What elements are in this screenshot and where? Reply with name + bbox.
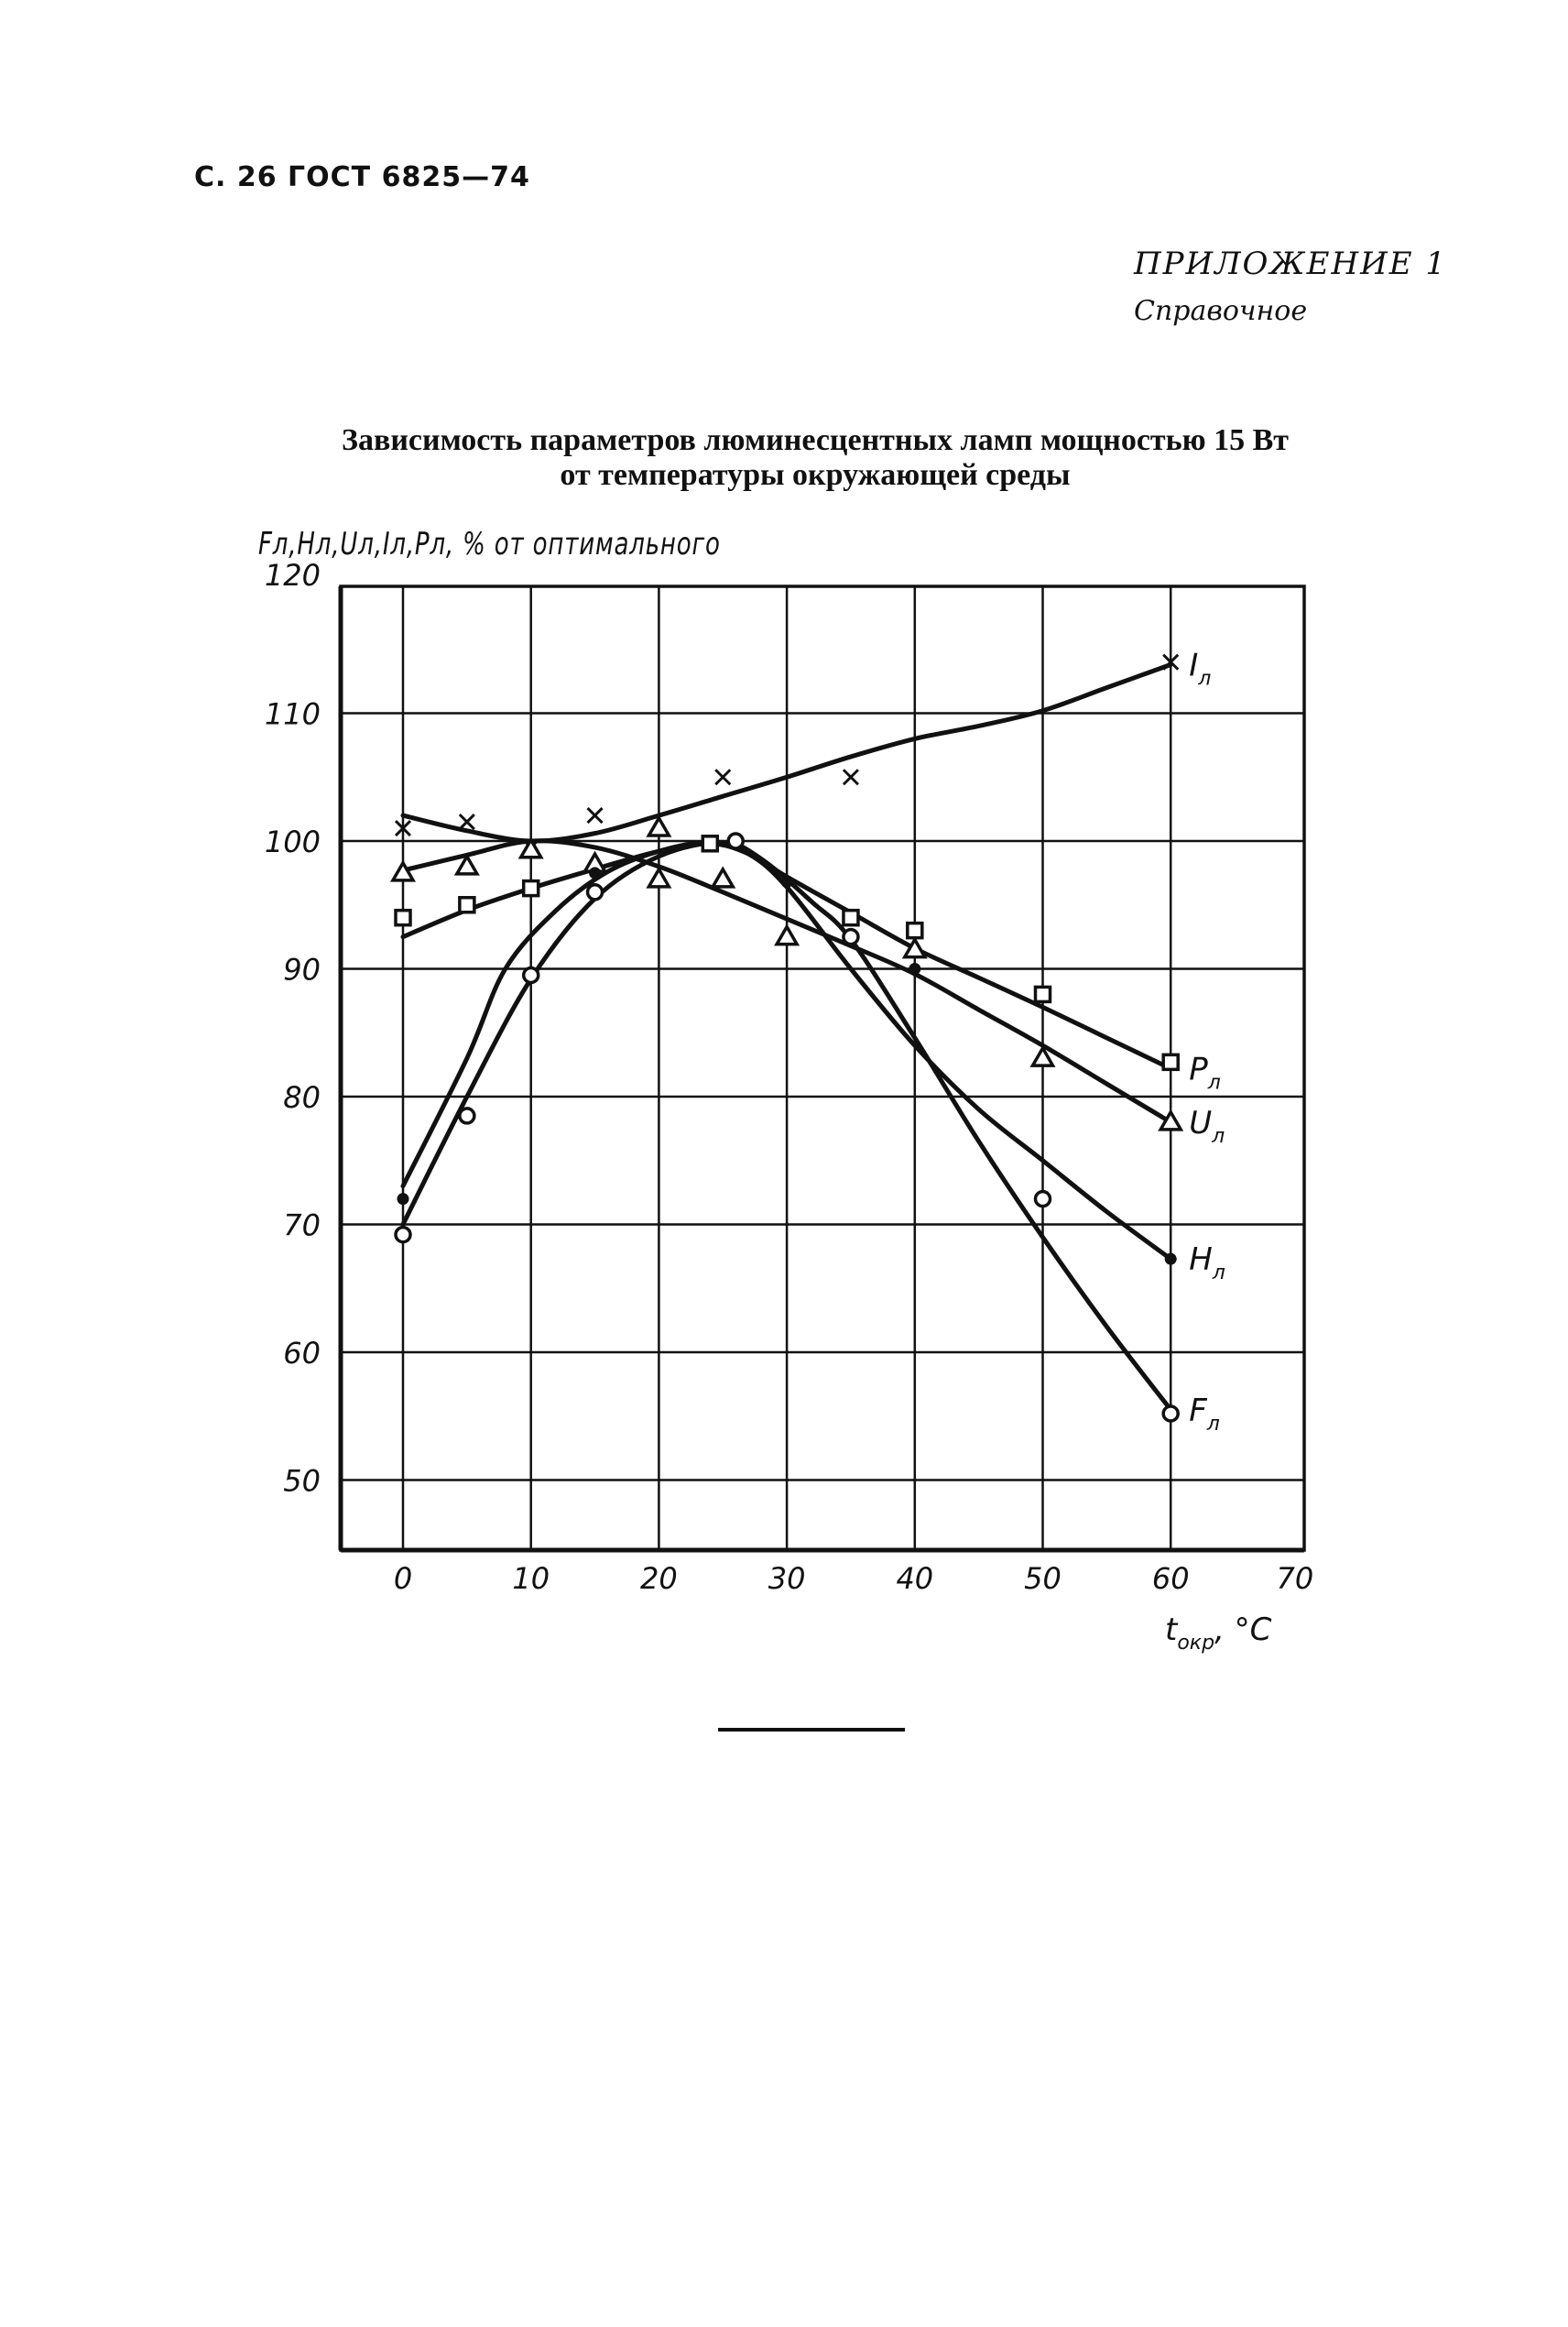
curve-h bbox=[400, 839, 1173, 1262]
x-tick-label: 30 bbox=[768, 1561, 806, 1596]
y-tick-labels: 50 60 70 80 90 100 110 120 bbox=[265, 558, 321, 1499]
square-marker-icon bbox=[458, 896, 476, 914]
square-marker-icon bbox=[521, 879, 540, 898]
circle-marker-icon bbox=[394, 1225, 412, 1244]
y-tick-label: 100 bbox=[265, 825, 321, 859]
y-tick-label: 50 bbox=[283, 1464, 321, 1499]
x-tick-label: 70 bbox=[1277, 1561, 1314, 1596]
circle-marker-icon bbox=[521, 966, 540, 985]
appendix-title: ПРИЛОЖЕНИЕ 1 bbox=[1134, 246, 1448, 282]
series-label-u: Uл bbox=[1189, 1105, 1225, 1148]
x-tick-label: 20 bbox=[640, 1561, 678, 1596]
x-tick-label: 50 bbox=[1024, 1561, 1062, 1596]
grid-lines bbox=[341, 586, 1304, 1550]
data-curves bbox=[400, 661, 1173, 1413]
footer-rule bbox=[718, 1728, 905, 1732]
triangle-marker-icon bbox=[1158, 1109, 1184, 1131]
chart-title-line-2: от температуры окружающей среды bbox=[560, 458, 1071, 492]
triangle-marker-icon bbox=[389, 859, 417, 882]
filled-circle-marker-icon bbox=[589, 867, 602, 879]
x-tick-label: 0 bbox=[394, 1561, 412, 1596]
circle-marker-icon bbox=[1033, 1189, 1052, 1208]
triangle-marker-icon bbox=[646, 866, 672, 889]
x-tick-label: 40 bbox=[896, 1561, 933, 1596]
triangle-marker-icon bbox=[646, 814, 672, 837]
appendix-note: Справочное bbox=[1134, 295, 1308, 327]
frame-rect bbox=[339, 584, 1306, 1552]
x-marker-icon bbox=[1162, 653, 1180, 671]
circle-marker-icon bbox=[1161, 1404, 1180, 1423]
series-labels: Iл Pл Uл Hл Fл bbox=[1189, 647, 1225, 1435]
chart-plot: 50 60 70 80 90 100 110 120 0 10 20 30 40 50 60 70 Iл Pл… bbox=[265, 558, 1313, 1655]
y-axis-label: Fл,Hл,Uл,Iл,Pл, % от оптимального bbox=[258, 526, 721, 563]
x-marker-icon bbox=[586, 807, 604, 825]
filled-circle-marker-icon bbox=[397, 1193, 409, 1206]
y-tick-label: 90 bbox=[283, 953, 321, 988]
x-axis-label-text: tокр, °C bbox=[1165, 1611, 1272, 1655]
series-label-h: Hл bbox=[1189, 1241, 1225, 1284]
y-tick-label: 80 bbox=[283, 1080, 321, 1115]
circle-marker-icon bbox=[585, 883, 604, 901]
square-marker-icon bbox=[1033, 985, 1052, 1004]
y-tick-label: 110 bbox=[265, 697, 321, 732]
series-label-p: Pл bbox=[1189, 1051, 1221, 1094]
series-label-f: Fл bbox=[1189, 1393, 1220, 1436]
filled-circle-marker-icon bbox=[780, 876, 793, 889]
x-tick-labels: 0 10 20 30 40 50 60 70 bbox=[394, 1561, 1313, 1596]
square-marker-icon bbox=[394, 908, 412, 927]
triangle-marker-icon bbox=[453, 853, 480, 876]
page-header: С. 26 ГОСТ 6825—74 bbox=[194, 161, 530, 193]
filled-circle-marker-icon bbox=[1164, 1252, 1177, 1265]
triangle-marker-icon bbox=[1029, 1044, 1056, 1067]
filled-circle-marker-icon bbox=[909, 963, 921, 975]
square-marker-icon bbox=[701, 835, 720, 853]
x-marker-icon bbox=[458, 814, 475, 831]
triangle-marker-icon bbox=[774, 923, 800, 946]
y-tick-label: 60 bbox=[283, 1336, 321, 1371]
square-marker-icon bbox=[842, 908, 860, 927]
x-marker-icon bbox=[714, 769, 732, 786]
x-axis-label: tокр, °C bbox=[1165, 1611, 1272, 1655]
y-tick-label: 70 bbox=[283, 1208, 321, 1243]
triangle-marker-icon bbox=[517, 836, 544, 859]
y-tick-label: 120 bbox=[265, 558, 321, 593]
x-tick-label: 60 bbox=[1152, 1561, 1190, 1596]
circle-marker-icon bbox=[458, 1107, 476, 1125]
circle-marker-icon bbox=[842, 927, 860, 946]
x-tick-label: 10 bbox=[512, 1561, 550, 1596]
triangle-marker-icon bbox=[710, 866, 736, 889]
curve-f bbox=[400, 839, 1173, 1413]
triangle-marker-icon bbox=[901, 936, 928, 959]
plot-frame bbox=[338, 584, 1306, 1553]
x-marker-icon bbox=[842, 769, 860, 786]
square-marker-icon bbox=[906, 921, 924, 940]
data-markers bbox=[389, 653, 1184, 1423]
square-marker-icon bbox=[1161, 1053, 1180, 1072]
series-label-i: Iл bbox=[1189, 647, 1211, 690]
chart-title-line-1: Зависимость параметров люминесцентных ла… bbox=[342, 423, 1289, 457]
x-marker-icon bbox=[394, 819, 412, 837]
circle-marker-icon bbox=[726, 832, 745, 850]
